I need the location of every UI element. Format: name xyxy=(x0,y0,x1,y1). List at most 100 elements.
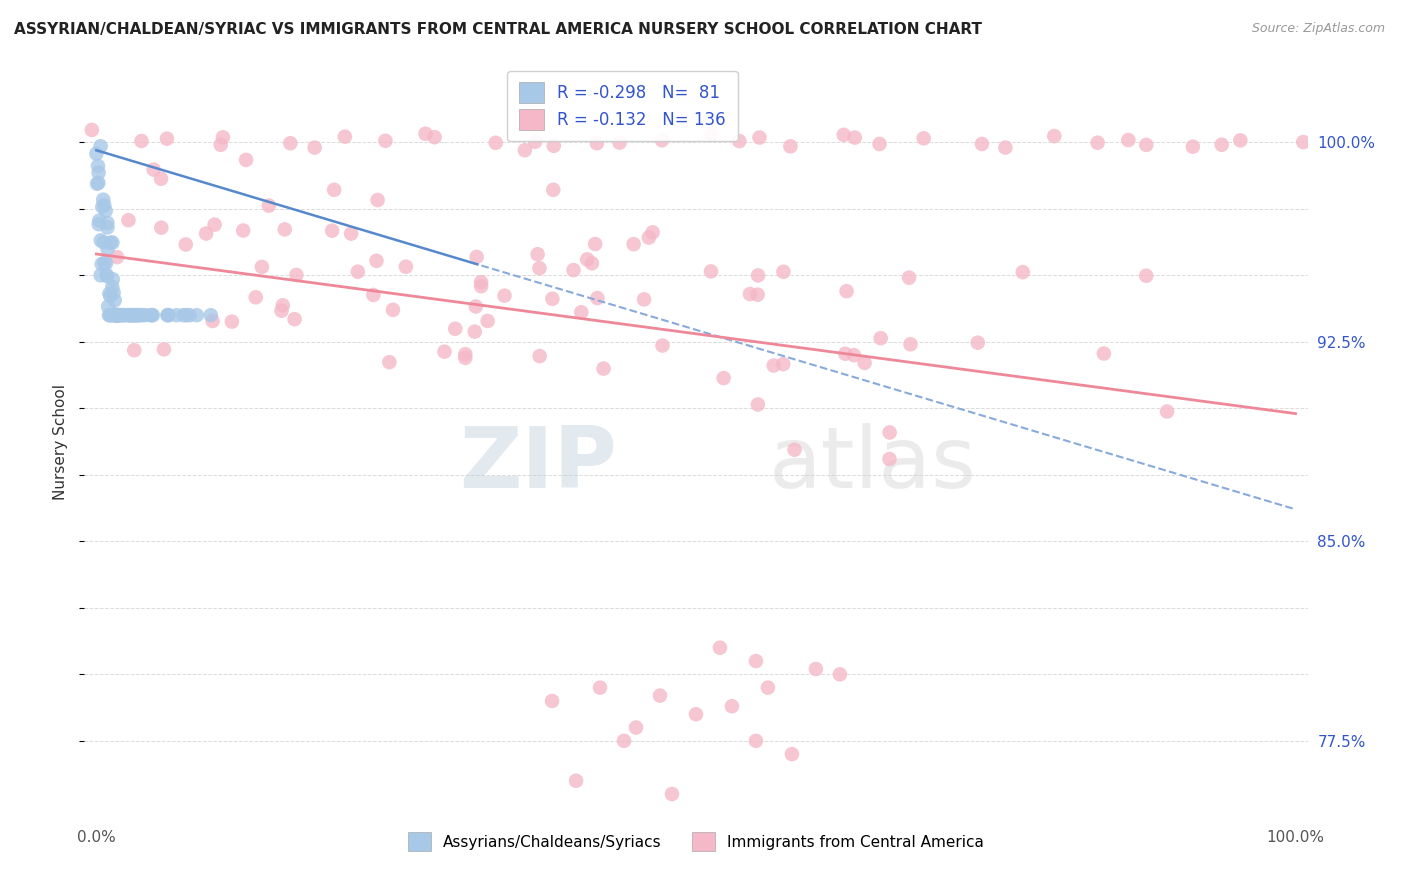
Point xyxy=(209,137,232,152)
Point xyxy=(700,264,723,278)
Point xyxy=(201,314,224,328)
Point xyxy=(157,308,180,322)
Point xyxy=(125,308,148,322)
Point xyxy=(747,287,769,301)
Point xyxy=(174,308,197,322)
Point xyxy=(156,308,179,322)
Point xyxy=(139,308,162,322)
Point xyxy=(172,308,194,322)
Point xyxy=(366,253,388,268)
Point xyxy=(91,200,114,214)
Point xyxy=(651,338,673,352)
Point xyxy=(80,123,103,137)
Point xyxy=(245,290,267,304)
Point xyxy=(470,279,492,293)
Point xyxy=(96,268,118,282)
Point xyxy=(529,261,551,276)
Point xyxy=(101,272,124,286)
Point xyxy=(713,371,735,385)
Point xyxy=(98,308,121,322)
Point xyxy=(842,348,865,362)
Point xyxy=(477,314,499,328)
Point xyxy=(98,308,121,322)
Point xyxy=(108,308,131,322)
Point xyxy=(879,425,901,440)
Point xyxy=(529,349,551,363)
Point xyxy=(853,356,876,370)
Point xyxy=(576,252,599,267)
Point xyxy=(90,233,112,247)
Point xyxy=(869,331,891,345)
Point xyxy=(156,131,179,145)
Point xyxy=(648,689,671,703)
Point xyxy=(1011,265,1033,279)
Point xyxy=(465,250,488,264)
Point xyxy=(526,247,548,261)
Point xyxy=(108,308,131,322)
Point xyxy=(304,140,326,154)
Point xyxy=(103,308,125,322)
Point xyxy=(166,308,188,322)
Point xyxy=(104,308,127,322)
Point xyxy=(565,773,588,788)
Point xyxy=(780,747,803,761)
Point xyxy=(100,235,122,250)
Point xyxy=(485,136,508,150)
Point xyxy=(779,139,801,153)
Text: Source: ZipAtlas.com: Source: ZipAtlas.com xyxy=(1251,22,1385,36)
Point xyxy=(153,343,176,357)
Point xyxy=(374,134,396,148)
Point xyxy=(1087,136,1109,150)
Point xyxy=(543,183,565,197)
Point xyxy=(869,136,891,151)
Point xyxy=(103,285,125,300)
Point xyxy=(834,347,856,361)
Point xyxy=(122,308,145,322)
Point xyxy=(651,133,673,147)
Point xyxy=(232,223,254,237)
Point xyxy=(127,308,149,322)
Legend: Assyrians/Chaldeans/Syriacs, Immigrants from Central America: Assyrians/Chaldeans/Syriacs, Immigrants … xyxy=(401,824,991,858)
Point xyxy=(104,293,127,308)
Point xyxy=(844,130,866,145)
Point xyxy=(494,288,516,302)
Point xyxy=(87,166,110,180)
Point xyxy=(415,127,437,141)
Point xyxy=(105,308,128,322)
Point xyxy=(444,322,467,336)
Point xyxy=(86,146,108,161)
Point xyxy=(284,312,307,326)
Point xyxy=(120,308,142,322)
Point xyxy=(633,293,655,307)
Point xyxy=(221,315,243,329)
Point xyxy=(1229,133,1251,147)
Point xyxy=(270,303,292,318)
Text: ASSYRIAN/CHALDEAN/SYRIAC VS IMMIGRANTS FROM CENTRAL AMERICA NURSERY SCHOOL CORRE: ASSYRIAN/CHALDEAN/SYRIAC VS IMMIGRANTS F… xyxy=(14,22,981,37)
Point xyxy=(107,308,129,322)
Point xyxy=(280,136,302,151)
Point xyxy=(970,136,993,151)
Point xyxy=(966,335,988,350)
Point xyxy=(90,139,112,153)
Point xyxy=(107,308,129,322)
Point xyxy=(609,136,631,150)
Point xyxy=(513,143,536,157)
Point xyxy=(541,694,564,708)
Point xyxy=(105,308,128,322)
Point xyxy=(912,131,935,145)
Point xyxy=(112,308,135,322)
Point xyxy=(804,662,827,676)
Point xyxy=(382,302,405,317)
Point xyxy=(464,300,486,314)
Point xyxy=(832,128,855,142)
Point xyxy=(94,203,117,218)
Point xyxy=(340,227,363,241)
Point xyxy=(828,667,851,681)
Point xyxy=(756,681,779,695)
Point xyxy=(321,224,343,238)
Point xyxy=(150,220,173,235)
Point xyxy=(898,270,921,285)
Point xyxy=(274,222,297,236)
Point xyxy=(433,344,456,359)
Point xyxy=(96,220,118,235)
